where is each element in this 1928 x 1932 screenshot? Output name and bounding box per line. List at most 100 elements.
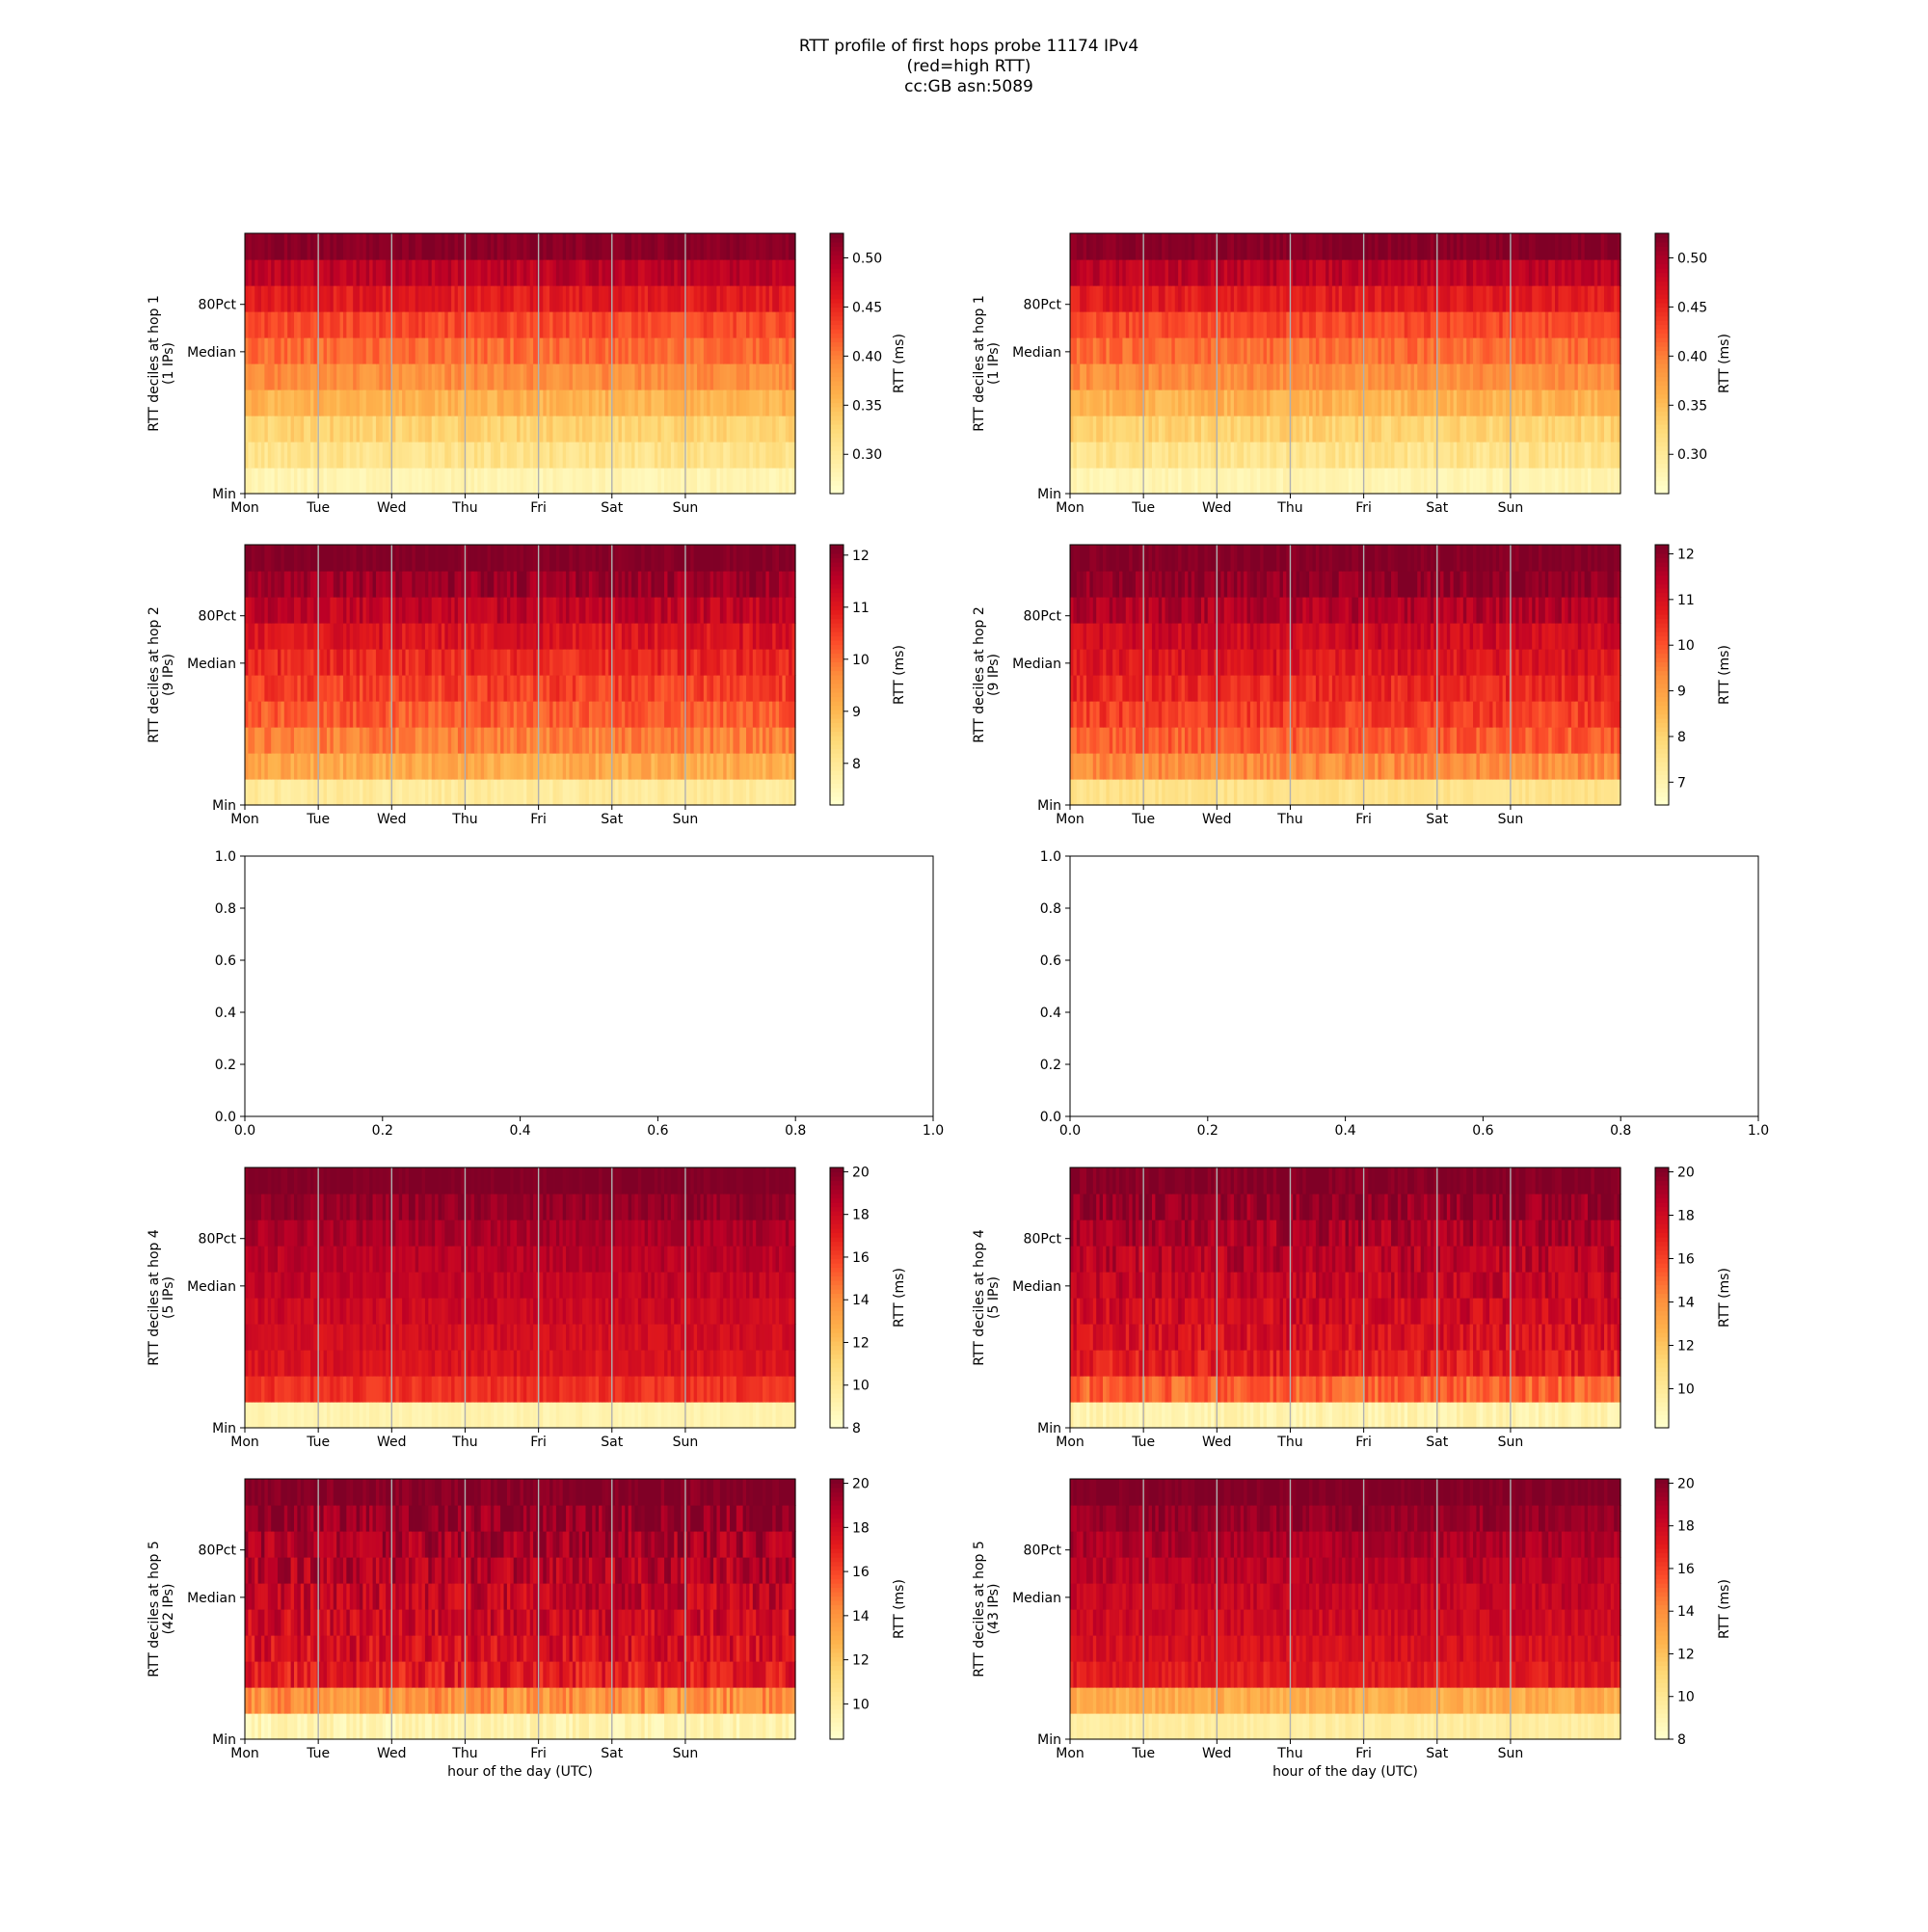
heatmap-cell xyxy=(399,779,403,806)
colorbar-step xyxy=(1655,264,1669,269)
heatmap-cell xyxy=(428,675,432,702)
heatmap-cell xyxy=(252,779,255,806)
heatmap-cell xyxy=(261,727,265,754)
colorbar-step xyxy=(830,485,844,490)
heatmap-cell xyxy=(455,233,459,260)
x-tick-label: Tue xyxy=(306,500,330,516)
heatmap-cell xyxy=(278,259,281,286)
heatmap-cell xyxy=(346,675,350,702)
heatmap-cell xyxy=(278,285,281,312)
colorbar-step xyxy=(830,268,844,273)
heatmap-cell xyxy=(291,727,295,754)
heatmap-cell xyxy=(261,649,265,676)
colorbar-step xyxy=(1655,407,1669,412)
heatmap-cell xyxy=(399,468,403,495)
heatmap-cell xyxy=(444,311,448,338)
title-line: RTT profile of first hops probe 11174 IP… xyxy=(799,37,1138,56)
heatmap-cell xyxy=(346,416,350,443)
colorbar-step xyxy=(830,303,844,308)
colorbar-step xyxy=(830,337,844,342)
heatmap-cell xyxy=(373,285,377,312)
heatmap-cell xyxy=(484,779,488,806)
heatmap-cell xyxy=(428,623,432,650)
heatmap-cell xyxy=(399,259,403,286)
heatmap-cell xyxy=(415,442,419,469)
y-tick-label: Min xyxy=(1037,487,1061,502)
heatmap-cell xyxy=(362,389,366,416)
heatmap-cell xyxy=(444,442,448,469)
heatmap-cell xyxy=(252,623,255,650)
heatmap-cell xyxy=(278,779,281,806)
colorbar-step xyxy=(830,308,844,312)
x-tick-label: Tue xyxy=(1131,500,1155,516)
heatmap-cell xyxy=(399,675,403,702)
heatmap-cell xyxy=(484,649,488,676)
heatmap-cell xyxy=(455,416,459,443)
colorbar-step xyxy=(830,251,844,255)
heatmap-cell xyxy=(455,727,459,754)
heatmap-cell xyxy=(278,701,281,728)
heatmap-cell xyxy=(399,753,403,780)
heatmap-cell xyxy=(252,701,255,728)
heatmap-cell xyxy=(278,233,281,260)
heatmap-cell xyxy=(455,675,459,702)
heatmap-cell xyxy=(399,623,403,650)
colorbar-step xyxy=(1655,268,1669,273)
heatmap-cell xyxy=(334,571,337,598)
colorbar-step xyxy=(1655,424,1669,429)
heatmap-cell xyxy=(373,233,377,260)
heatmap-cell xyxy=(291,701,295,728)
heatmap-cell xyxy=(261,259,265,286)
heatmap-cell xyxy=(334,649,337,676)
heatmap-cell xyxy=(373,337,377,364)
heatmap-cell xyxy=(471,727,475,754)
colorbar-step xyxy=(830,450,844,455)
heatmap-cell xyxy=(455,649,459,676)
colorbar-step xyxy=(830,238,844,243)
heatmap-cell xyxy=(252,571,255,598)
colorbar-step xyxy=(830,334,844,338)
heatmap-cell xyxy=(252,649,255,676)
heatmap-cell xyxy=(261,389,265,416)
colorbar-step xyxy=(1655,282,1669,286)
colorbar-step xyxy=(830,259,844,264)
colorbar-step xyxy=(1655,342,1669,347)
heatmap-cell xyxy=(252,442,255,469)
colorbar-tick-label: 0.50 xyxy=(1677,251,1707,266)
x-tick-label: Wed xyxy=(377,500,407,516)
heatmap-cell xyxy=(278,468,281,495)
colorbar-step xyxy=(1655,308,1669,312)
heatmap-cell xyxy=(291,649,295,676)
colorbar-step xyxy=(830,377,844,382)
heatmap-cell xyxy=(346,285,350,312)
heatmap-cell xyxy=(278,311,281,338)
heatmap-cell xyxy=(362,259,366,286)
heatmap-cell xyxy=(261,701,265,728)
colorbar-step xyxy=(830,311,844,316)
heatmap-cell xyxy=(428,468,432,495)
x-tick-label: Fri xyxy=(530,500,547,516)
colorbar-step xyxy=(830,459,844,464)
heatmap-cell xyxy=(471,337,475,364)
heatmap-cell xyxy=(291,416,295,443)
y-tick-label: 80Pct xyxy=(1024,298,1062,313)
heatmap-cell xyxy=(334,623,337,650)
colorbar-step xyxy=(830,368,844,373)
heatmap-cell xyxy=(373,649,377,676)
colorbar-step xyxy=(830,247,844,252)
heatmap-cell xyxy=(291,571,295,598)
y-tick-label: Median xyxy=(1012,345,1061,361)
heatmap-cell xyxy=(415,311,419,338)
heatmap-cell xyxy=(415,675,419,702)
heatmap-cell xyxy=(334,753,337,780)
heatmap-cell xyxy=(308,623,311,650)
heatmap-cell xyxy=(278,675,281,702)
heatmap-cell xyxy=(428,389,432,416)
heatmap-cell xyxy=(308,649,311,676)
heatmap-cell xyxy=(334,468,337,495)
heatmap-cell xyxy=(484,416,488,443)
heatmap-cell xyxy=(362,779,366,806)
colorbar-step xyxy=(830,255,844,260)
